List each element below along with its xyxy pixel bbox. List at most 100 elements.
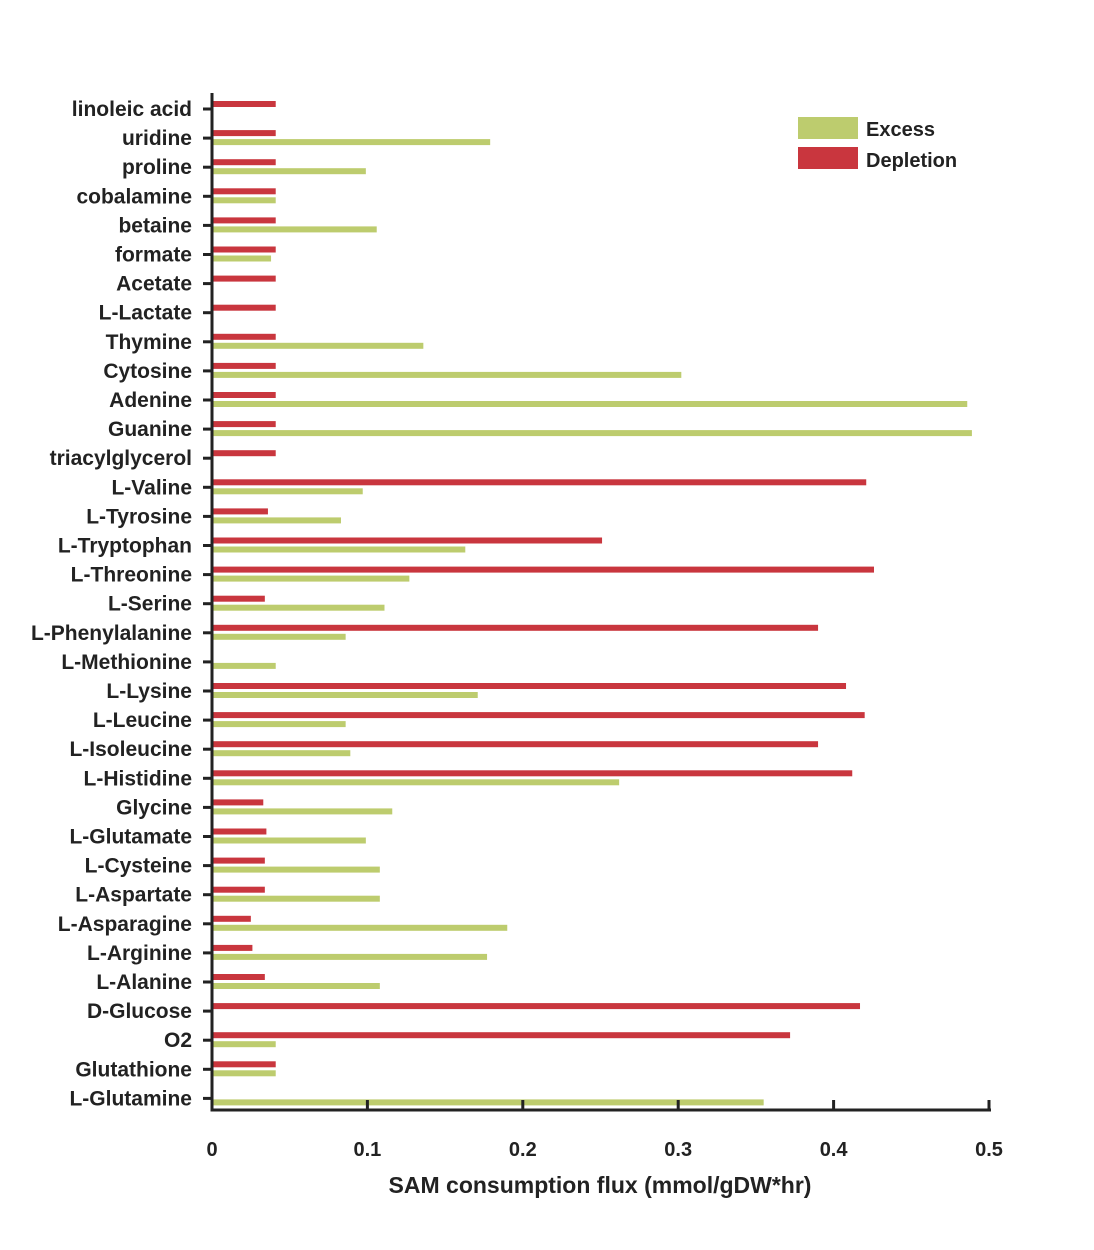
legend-label-depletion: Depletion <box>866 150 957 172</box>
y-tick-label-l-phenylalanine: L-Phenylalanine <box>31 622 192 645</box>
y-tick-label-glutathione: Glutathione <box>75 1058 192 1081</box>
bar-depletion-l-valine <box>212 479 867 486</box>
y-tick-label-formate: formate <box>115 244 192 267</box>
bar-depletion-l-lysine <box>212 683 847 689</box>
bar-excess-betaine <box>212 226 377 233</box>
axes-layer <box>210 93 991 1112</box>
y-tick-label-linoleic-acid: linoleic acid <box>72 98 192 121</box>
y-tick-label-l-isoleucine: L-Isoleucine <box>69 738 192 761</box>
bar-depletion-l-isoleucine <box>212 741 819 748</box>
y-tick-label-cytosine: Cytosine <box>103 360 192 383</box>
bar-excess-l-tryptophan <box>212 546 466 553</box>
bar-depletion-o2 <box>212 1032 791 1039</box>
bar-depletion-glycine <box>212 799 264 806</box>
bar-depletion-l-glutamate <box>212 828 267 835</box>
y-tick-label-uridine: uridine <box>122 127 192 150</box>
bar-depletion-l-histidine <box>212 770 853 777</box>
y-tick-label-betaine: betaine <box>118 214 192 237</box>
bar-depletion-l-phenylalanine <box>212 624 819 631</box>
x-tick-label-2: 0.2 <box>509 1139 537 1161</box>
bar-depletion-l-aspartate <box>212 886 265 893</box>
bar-depletion-thymine <box>212 333 276 340</box>
bar-depletion-l-asparagine <box>212 915 251 922</box>
bar-depletion-acetate <box>212 275 276 282</box>
bar-depletion-cytosine <box>212 362 276 369</box>
y-tick-label-l-arginine: L-Arginine <box>87 942 192 965</box>
bar-depletion-proline <box>212 159 276 166</box>
y-tick-label-acetate: Acetate <box>116 273 192 296</box>
bar-excess-l-glutamine <box>212 1099 764 1106</box>
bar-depletion-linoleic-acid <box>212 101 276 107</box>
legend-swatch-excess <box>798 117 858 139</box>
bar-excess-l-alanine <box>212 983 380 989</box>
y-tick-label-l-leucine: L-Leucine <box>93 709 192 732</box>
y-tick-label-l-cysteine: L-Cysteine <box>85 855 192 878</box>
y-tick-label-l-tryptophan: L-Tryptophan <box>58 535 192 558</box>
bar-depletion-l-lactate <box>212 304 276 311</box>
y-ticks-layer: linoleic acid uridine proline cobalamine bet… <box>31 98 212 1110</box>
y-tick-label-l-valine: L-Valine <box>111 476 192 499</box>
bar-depletion-l-cysteine <box>212 857 265 864</box>
bar-depletion-l-tryptophan <box>212 537 603 544</box>
y-tick-label-guanine: Guanine <box>108 418 192 441</box>
bar-excess-l-cysteine <box>212 866 380 873</box>
bar-excess-cobalamine <box>212 197 276 204</box>
y-tick-label-l-lactate: L-Lactate <box>99 302 192 325</box>
x-ticks-layer: 0 0.1 0.2 0.3 0.4 0.5 <box>206 1100 1003 1161</box>
bar-depletion-l-serine <box>212 595 265 602</box>
legend: Excess Depletion <box>798 117 957 172</box>
bar-excess-adenine <box>212 401 968 407</box>
y-tick-label-proline: proline <box>122 156 192 179</box>
x-tick-label-5: 0.5 <box>975 1139 1003 1161</box>
bar-excess-l-tyrosine <box>212 517 341 524</box>
bar-depletion-l-leucine <box>212 712 865 719</box>
y-tick-label-l-tyrosine: L-Tyrosine <box>86 505 192 528</box>
y-tick-label-l-threonine: L-Threonine <box>71 564 192 587</box>
bar-depletion-l-alanine <box>212 974 265 980</box>
bar-depletion-d-glucose <box>212 1003 861 1010</box>
bar-excess-l-arginine <box>212 953 488 960</box>
legend-swatch-depletion <box>798 147 858 169</box>
bar-excess-l-valine <box>212 488 363 495</box>
bar-excess-l-phenylalanine <box>212 633 346 640</box>
y-tick-label-cobalamine: cobalamine <box>76 185 192 208</box>
bar-depletion-triacylglycerol <box>212 450 276 457</box>
x-axis-title: SAM consumption flux (mmol/gDW*hr) <box>389 1172 812 1198</box>
bar-depletion-l-tyrosine <box>212 508 268 515</box>
x-tick-label-3: 0.3 <box>664 1139 692 1161</box>
y-tick-label-l-glutamine: L-Glutamine <box>69 1087 192 1110</box>
bar-excess-l-glutamate <box>212 837 366 844</box>
y-tick-label-l-asparagine: L-Asparagine <box>58 913 192 936</box>
y-tick-label-l-glutamate: L-Glutamate <box>69 826 192 849</box>
y-tick-label-glycine: Glycine <box>116 796 192 819</box>
bar-excess-l-asparagine <box>212 924 508 931</box>
bar-excess-uridine <box>212 139 491 146</box>
bar-excess-l-aspartate <box>212 895 380 902</box>
y-tick-label-adenine: Adenine <box>109 389 192 412</box>
legend-label-excess: Excess <box>866 119 935 141</box>
y-tick-label-l-histidine: L-Histidine <box>84 767 193 790</box>
y-tick-label-thymine: Thymine <box>106 331 192 354</box>
bar-depletion-l-arginine <box>212 944 253 951</box>
y-tick-label-o2: O2 <box>164 1029 192 1052</box>
y-tick-label-l-methionine: L-Methionine <box>61 651 192 674</box>
bar-excess-o2 <box>212 1041 276 1048</box>
bar-depletion-adenine <box>212 392 276 398</box>
bar-excess-l-threonine <box>212 575 410 582</box>
bar-excess-l-methionine <box>212 662 276 669</box>
y-tick-label-triacylglycerol: triacylglycerol <box>50 447 192 470</box>
bars-layer <box>212 101 972 1106</box>
bar-excess-l-serine <box>212 604 385 611</box>
bar-depletion-formate <box>212 246 276 253</box>
bar-excess-thymine <box>212 342 424 349</box>
bar-depletion-glutathione <box>212 1061 276 1068</box>
bar-excess-glutathione <box>212 1070 276 1077</box>
bar-excess-cytosine <box>212 371 682 378</box>
x-tick-label-1: 0.1 <box>353 1139 381 1161</box>
x-tick-label-4: 0.4 <box>820 1139 849 1161</box>
bar-excess-l-histidine <box>212 779 620 786</box>
bar-excess-l-lysine <box>212 692 478 698</box>
bar-depletion-uridine <box>212 130 276 137</box>
